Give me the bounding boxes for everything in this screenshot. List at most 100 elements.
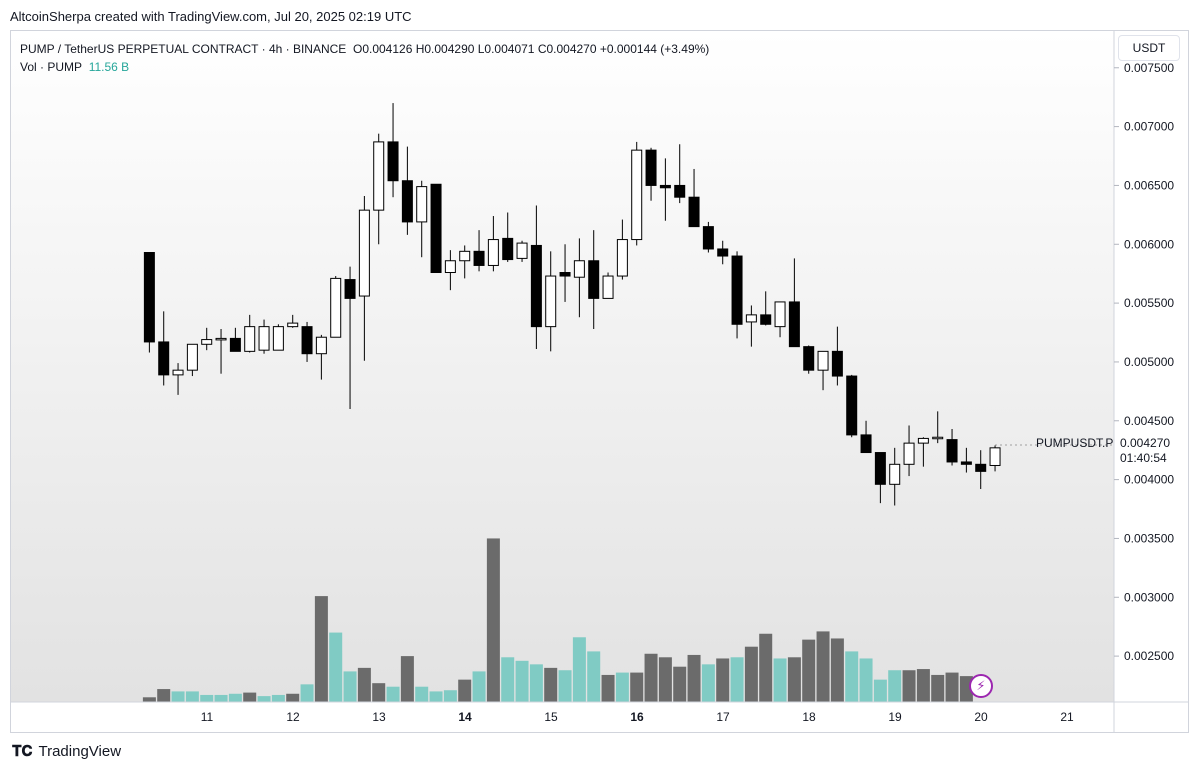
volume-bar — [200, 694, 214, 702]
time-tick-label: 13 — [372, 710, 386, 724]
volume-bar — [214, 694, 228, 702]
candle-body — [846, 375, 858, 436]
candle-body — [616, 239, 628, 277]
time-tick-label: 18 — [802, 710, 816, 724]
candle-body — [487, 239, 499, 266]
candle-body — [287, 322, 299, 328]
volume-bar — [228, 693, 242, 702]
legend-symbol-row: PUMP / TetherUS PERPETUAL CONTRACT · 4h … — [20, 40, 709, 58]
candle-body — [244, 326, 256, 352]
volume-bar — [945, 672, 959, 702]
footer-brand-text: TradingView — [38, 743, 122, 760]
candle-body — [975, 463, 987, 472]
candle-body — [158, 341, 170, 376]
candle-body — [530, 244, 542, 328]
volume-bar — [515, 660, 529, 702]
price-axis-ticks: 0.002500 0.003000 0.003500 0.004000 0.004500… — [1114, 61, 1174, 663]
candle-body — [301, 326, 313, 355]
price-tick-label: 0.006000 — [1124, 237, 1174, 251]
volume-bar — [243, 692, 257, 702]
candle-body — [330, 277, 342, 338]
candle-body — [960, 461, 972, 465]
volume-bar — [673, 666, 687, 702]
volume-bar — [443, 690, 457, 702]
candle-body — [358, 209, 370, 297]
candle-body — [674, 184, 686, 198]
time-tick-label: 19 — [888, 710, 902, 724]
volume-bar — [157, 689, 171, 702]
last-price-value: 0.004270 — [1120, 436, 1171, 450]
candle-body — [731, 255, 743, 325]
volume-bar — [587, 651, 601, 702]
candle-body — [459, 250, 471, 262]
price-tick-label: 0.007000 — [1124, 120, 1174, 134]
candle-body — [989, 447, 1001, 466]
candle-body — [745, 314, 757, 323]
candle-body — [473, 250, 485, 266]
candle-body — [717, 248, 729, 257]
candle-body — [889, 463, 901, 485]
volume-bar — [859, 658, 873, 702]
volume-bar — [572, 637, 586, 702]
volume-bar — [486, 538, 500, 702]
time-tick-label: 21 — [1060, 710, 1074, 724]
volume-bar — [286, 693, 300, 702]
candle-body — [659, 184, 671, 189]
volume-bar — [630, 672, 644, 702]
candle-countdown: 01:40:54 — [1120, 451, 1167, 465]
candlesticks — [143, 103, 1001, 506]
volume-bar — [802, 639, 816, 702]
candle-body — [645, 149, 657, 186]
volume-bar — [257, 696, 271, 702]
time-tick-label: 16 — [630, 710, 644, 724]
candle-body — [215, 337, 227, 341]
candle-body — [387, 141, 399, 182]
candle-body — [573, 260, 585, 278]
volume-bar — [601, 674, 615, 702]
candle-body — [229, 337, 241, 352]
candle-body — [315, 336, 327, 355]
candle-body — [502, 237, 514, 261]
candle-body — [258, 326, 270, 351]
volume-bar — [773, 658, 787, 702]
volume-bar — [701, 664, 715, 702]
price-tick-label: 0.002500 — [1124, 649, 1174, 663]
volume-bars — [142, 538, 973, 702]
volume-bar — [343, 671, 357, 702]
time-tick-label: 14 — [458, 710, 472, 724]
legend-symbol: PUMP / TetherUS PERPETUAL CONTRACT · 4h … — [20, 42, 347, 56]
currency-unit-button[interactable]: USDT — [1118, 35, 1180, 61]
volume-bar — [687, 654, 701, 702]
volume-bar — [644, 653, 658, 702]
volume-bar — [185, 691, 199, 702]
volume-bar — [830, 638, 844, 702]
volume-bar — [816, 631, 830, 702]
candle-body — [688, 196, 700, 228]
time-tick-label: 17 — [716, 710, 730, 724]
candle-body — [860, 434, 872, 454]
price-tick-label: 0.004500 — [1124, 414, 1174, 428]
volume-bar — [558, 670, 572, 702]
volume-bar — [429, 691, 443, 702]
tradingview-logo-icon: 𝐓𝐂 — [12, 743, 33, 760]
candle-body — [272, 326, 284, 351]
price-tick-label: 0.003500 — [1124, 531, 1174, 545]
candle-body — [559, 272, 571, 277]
candle-body — [631, 149, 643, 241]
candle-body — [430, 183, 442, 274]
chart-legend: PUMP / TetherUS PERPETUAL CONTRACT · 4h … — [20, 40, 709, 76]
volume-bar — [271, 694, 285, 702]
time-tick-label: 15 — [544, 710, 558, 724]
lightning-icon[interactable]: ⚡︎ — [969, 674, 993, 698]
volume-bar — [716, 658, 730, 702]
footer-brand[interactable]: 𝐓𝐂 TradingView — [12, 743, 121, 760]
candle-body — [788, 301, 800, 348]
candle-body — [416, 186, 428, 223]
candle-body — [946, 439, 958, 463]
volume-bar — [415, 686, 429, 702]
price-tick-label: 0.007500 — [1124, 61, 1174, 75]
candle-body — [373, 141, 385, 211]
time-tick-label: 11 — [201, 710, 214, 724]
volume-bar — [931, 674, 945, 702]
